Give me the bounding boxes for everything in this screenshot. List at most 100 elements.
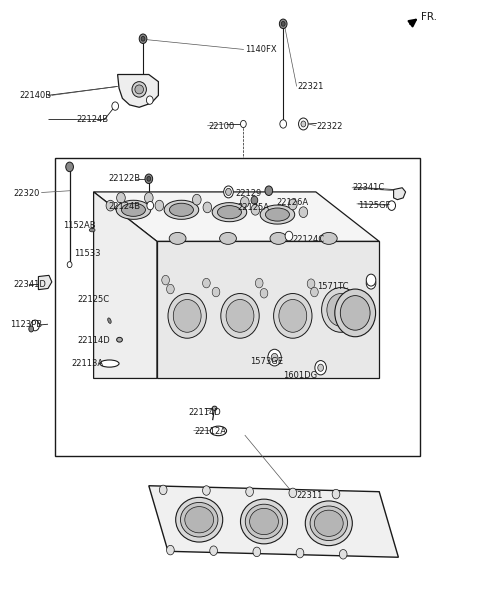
Text: 1573GE: 1573GE <box>250 357 283 367</box>
Circle shape <box>307 279 315 288</box>
Circle shape <box>155 200 164 211</box>
Ellipse shape <box>305 501 352 546</box>
Circle shape <box>212 287 220 297</box>
Circle shape <box>388 201 396 210</box>
Text: 22140B: 22140B <box>19 91 51 100</box>
Text: 22112A: 22112A <box>195 427 227 436</box>
Circle shape <box>159 485 167 495</box>
Ellipse shape <box>164 200 199 219</box>
Ellipse shape <box>260 205 295 224</box>
Bar <box>157 331 176 346</box>
Ellipse shape <box>210 426 227 436</box>
Circle shape <box>279 19 287 29</box>
Text: 22122B: 22122B <box>108 174 140 184</box>
Polygon shape <box>94 192 157 378</box>
Text: 22125A: 22125A <box>238 203 270 212</box>
Ellipse shape <box>169 232 186 244</box>
Text: 11533: 11533 <box>74 249 101 258</box>
Ellipse shape <box>245 504 283 539</box>
Circle shape <box>299 118 308 130</box>
Ellipse shape <box>169 203 193 216</box>
Text: 1571TC: 1571TC <box>317 282 348 291</box>
Ellipse shape <box>116 200 151 219</box>
Ellipse shape <box>121 203 145 216</box>
Circle shape <box>265 186 273 195</box>
Circle shape <box>67 262 72 268</box>
Polygon shape <box>118 74 158 107</box>
Ellipse shape <box>100 360 119 367</box>
Circle shape <box>146 96 153 104</box>
Circle shape <box>251 196 258 204</box>
Text: 22125C: 22125C <box>78 294 110 304</box>
Text: 22124B: 22124B <box>77 114 109 124</box>
Ellipse shape <box>321 232 337 244</box>
Ellipse shape <box>226 299 254 333</box>
Ellipse shape <box>212 203 247 222</box>
Ellipse shape <box>274 293 312 339</box>
Text: 22100: 22100 <box>209 122 235 132</box>
Circle shape <box>29 326 34 332</box>
Circle shape <box>147 176 151 181</box>
Circle shape <box>246 487 253 496</box>
Ellipse shape <box>185 507 214 533</box>
Circle shape <box>339 550 347 559</box>
Text: 1601DG: 1601DG <box>283 371 317 380</box>
Ellipse shape <box>89 228 95 232</box>
Circle shape <box>240 120 246 128</box>
Ellipse shape <box>221 293 259 339</box>
Circle shape <box>203 486 210 495</box>
Ellipse shape <box>108 318 111 324</box>
Circle shape <box>117 193 125 203</box>
Circle shape <box>253 547 261 557</box>
Circle shape <box>203 202 212 213</box>
Text: 22341D: 22341D <box>13 280 46 289</box>
Circle shape <box>167 545 174 555</box>
Text: 22126A: 22126A <box>276 198 308 207</box>
Circle shape <box>226 188 231 195</box>
Circle shape <box>281 21 285 26</box>
Ellipse shape <box>176 497 223 542</box>
Circle shape <box>31 320 39 331</box>
Circle shape <box>285 231 293 241</box>
Ellipse shape <box>314 510 343 536</box>
Text: 22114D: 22114D <box>78 336 110 346</box>
Circle shape <box>139 34 147 44</box>
Text: 1152AB: 1152AB <box>63 221 96 230</box>
Ellipse shape <box>132 82 146 97</box>
Ellipse shape <box>250 508 278 535</box>
Text: 1125GF: 1125GF <box>358 201 390 210</box>
Circle shape <box>289 488 297 498</box>
Text: 22113A: 22113A <box>71 359 103 368</box>
Circle shape <box>145 174 153 184</box>
Text: 22320: 22320 <box>13 188 40 198</box>
Circle shape <box>141 36 145 41</box>
Text: 22124B: 22124B <box>108 201 140 211</box>
Ellipse shape <box>279 299 307 333</box>
Circle shape <box>318 364 324 371</box>
Circle shape <box>147 201 154 210</box>
Circle shape <box>366 277 376 289</box>
Text: FR.: FR. <box>421 12 437 21</box>
Circle shape <box>210 546 217 555</box>
Circle shape <box>260 288 268 298</box>
Circle shape <box>255 278 263 288</box>
Polygon shape <box>157 241 379 378</box>
Ellipse shape <box>168 293 206 339</box>
Circle shape <box>366 274 376 286</box>
Text: 22311: 22311 <box>297 491 323 501</box>
Ellipse shape <box>340 296 370 330</box>
Ellipse shape <box>217 206 241 219</box>
Ellipse shape <box>327 293 355 327</box>
Text: 1123PB: 1123PB <box>11 320 43 330</box>
Polygon shape <box>38 275 52 290</box>
Ellipse shape <box>270 232 287 244</box>
Circle shape <box>288 199 297 210</box>
Circle shape <box>299 207 308 218</box>
Circle shape <box>112 102 119 110</box>
Circle shape <box>296 548 304 558</box>
Circle shape <box>251 204 260 215</box>
Circle shape <box>271 353 278 362</box>
Ellipse shape <box>117 337 122 342</box>
Circle shape <box>192 194 201 205</box>
Circle shape <box>66 162 73 172</box>
